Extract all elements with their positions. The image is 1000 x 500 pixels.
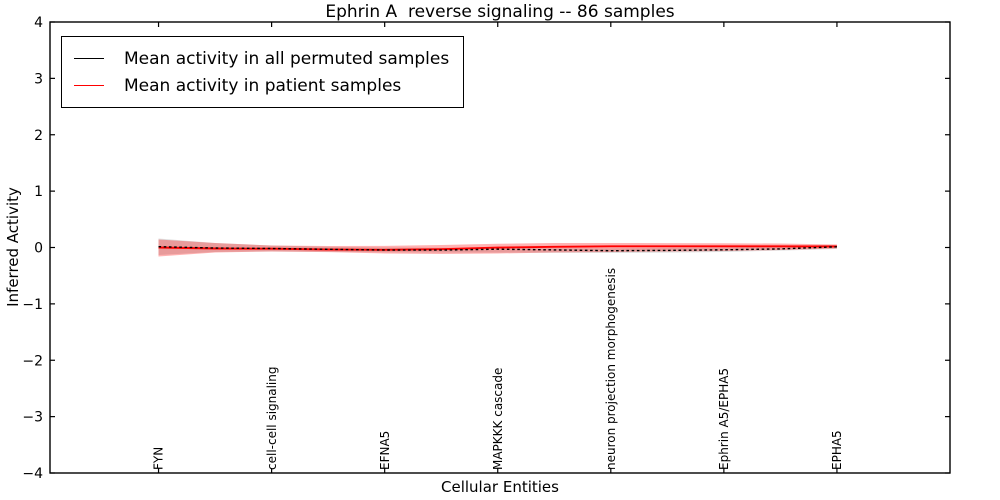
y-tick-label: 2 [34, 128, 43, 144]
permuted-mean-line [158, 246, 837, 252]
x-tick-label: EPHA5 [830, 430, 844, 470]
x-tick-label: FYN [152, 447, 166, 470]
x-tick-label: EFNA5 [378, 431, 392, 470]
legend-entry-patient: Mean activity in patient samples [74, 72, 449, 99]
legend-line-sample-black [74, 58, 104, 59]
legend-entry-permuted: Mean activity in all permuted samples [74, 45, 449, 72]
y-tick-label: −2 [22, 353, 43, 369]
x-axis-label: Cellular Entities [441, 478, 559, 496]
x-tick-label: cell-cell signaling [265, 367, 279, 471]
legend: Mean activity in all permuted samples Me… [61, 36, 465, 108]
y-tick-label: −3 [22, 410, 43, 426]
legend-label: Mean activity in all permuted samples [124, 48, 450, 69]
y-tick-label: 3 [34, 71, 43, 87]
y-tick-label: −1 [22, 297, 43, 313]
y-tick-label: 0 [34, 241, 43, 257]
y-axis-label: Inferred Activity [4, 187, 22, 307]
y-tick-label: 1 [34, 184, 43, 200]
chart-title: Ephrin A reverse signaling -- 86 samples [325, 2, 675, 22]
x-tick-label: MAPKKK cascade [491, 368, 505, 470]
legend-line-sample-red [74, 85, 104, 86]
y-tick-label: 4 [34, 15, 43, 31]
legend-label: Mean activity in patient samples [124, 75, 402, 96]
x-tick-label: Ephrin A5/EPHA5 [717, 368, 731, 470]
y-tick-label: −4 [22, 466, 43, 482]
permuted-samples-spread-band [158, 238, 837, 255]
patient-mean-line [158, 245, 837, 251]
x-tick-label: neuron projection morphogenesis [604, 268, 618, 470]
